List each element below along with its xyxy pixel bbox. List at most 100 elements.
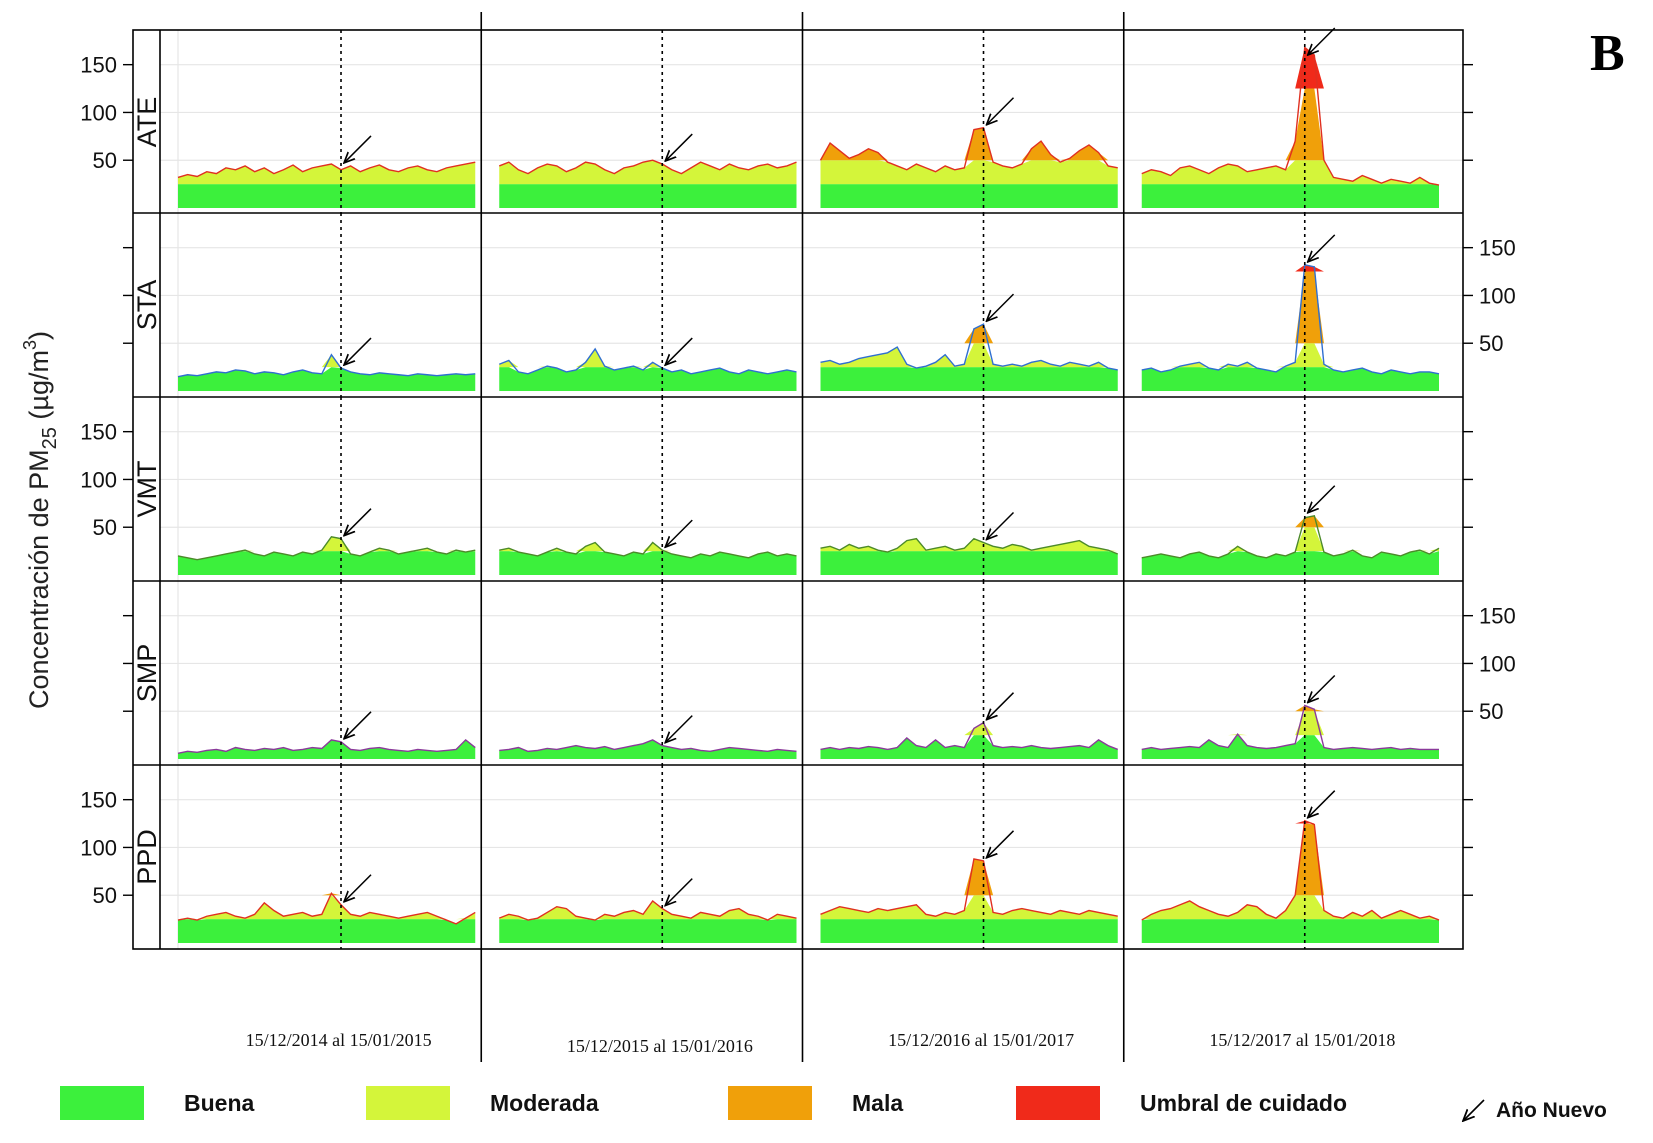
series-line-ate-0 [177,161,476,179]
y-tick-label: 50 [93,515,117,540]
area-umbral-sta-3 [1141,264,1439,272]
series-line-ate-1 [498,159,797,175]
area-mala-sta-3 [1141,271,1439,344]
series-line-sta-2 [820,323,1118,371]
period-label-2: 15/12/2016 al 15/01/2017 [888,1030,1074,1050]
new-year-legend: Año Nuevo [1458,1096,1607,1126]
y-tick-label: 150 [80,788,117,813]
area-buena-sta-0 [178,367,476,391]
panel-letter: B [1590,25,1625,82]
area-buena-ate-1 [499,184,797,208]
legend-item-mala: Mala [728,1085,903,1121]
y-tick-label: 100 [80,100,117,125]
new-year-arrow [1308,485,1336,513]
legend-label-buena: Buena [184,1089,255,1116]
series-line-ate-2 [819,126,1118,173]
area-moderada-smp-3 [1141,711,1439,736]
y-tick-label: 50 [1479,331,1503,356]
area-buena-sta-2 [820,367,1118,391]
series-line-vmt-1 [499,541,797,559]
series-line-sta-3 [1141,264,1440,375]
area-buena-ppd-1 [499,919,797,943]
new-year-arrow [665,715,693,743]
area-mala-ppd-3 [1141,823,1439,896]
y-tick-label: 150 [80,420,117,445]
area-buena-ate-0 [178,184,476,208]
y-tick-label: 50 [1479,699,1503,724]
area-moderada-ppd-1 [499,900,797,920]
series-line-ate-3 [1141,46,1440,186]
y-tick-label: 50 [93,883,117,908]
y-tick-label: 100 [1479,283,1516,308]
new-year-arrow [344,337,372,365]
period-label-0: 15/12/2014 al 15/01/2015 [246,1030,432,1050]
strip-label-vmt: VMT [132,461,162,518]
new-year-arrow [665,519,693,547]
area-moderada-sta-1 [499,348,797,368]
y-tick-label: 150 [1479,604,1516,629]
new-year-arrow [987,97,1015,125]
series-line-vmt-3 [1141,514,1440,559]
area-mala-ate-2 [820,127,1118,161]
series-line-ppd-2 [820,858,1118,917]
series-line-smp-0 [177,738,476,754]
new-year-arrow [1308,790,1336,818]
new-year-arrow [665,337,693,365]
y-tick-label: 150 [80,53,117,78]
area-mala-ppd-2 [820,858,1118,896]
y-tick-label: 150 [1479,236,1516,261]
area-mala-ate-3 [1141,88,1439,161]
strip-label-sta: STA [132,280,162,331]
area-buena-smp-2 [820,735,1118,759]
area-buena-vmt-1 [499,551,797,575]
area-mala-sta-2 [820,324,1118,344]
y-tick-label: 100 [80,467,117,492]
new-year-arrow [665,133,693,161]
pm25-lattice-chart: Concentración de PM25 (µg/m3) ATE STA VMT S… [20,12,1516,1062]
area-buena-ate-3 [1141,184,1439,208]
area-moderada-vmt-3 [1141,527,1439,552]
area-buena-smp-3 [1141,735,1439,759]
legend-item-buena: Buena [60,1085,254,1121]
new-year-arrow [987,692,1015,720]
series-line-sta-1 [498,347,797,375]
area-moderada-vmt-2 [820,538,1118,552]
area-mala-vmt-3 [1141,515,1439,528]
legend-swatch-mala [728,1086,812,1120]
area-buena-vmt-2 [820,551,1118,575]
area-buena-ate-2 [820,184,1118,208]
legend-swatch-umbral [1016,1086,1100,1120]
area-moderada-ppd-3 [1141,895,1439,920]
series-line-smp-2 [820,721,1119,751]
strip-label-ate: ATE [132,97,162,148]
legend-swatch-moderada [366,1086,450,1120]
legend-swatch-buena [60,1086,144,1120]
new-year-arrow [987,830,1015,858]
area-umbral-ate-3 [1141,47,1439,89]
new-year-arrow [1308,27,1336,55]
area-mala-smp-3 [1141,705,1439,712]
new-year-arrow [1308,674,1336,702]
new-year-arrow [987,293,1015,321]
legend: Buena Moderada Mala Umbral de cuidado [0,1085,1653,1135]
legend-label-moderada: Moderada [490,1089,599,1116]
period-label-3: 15/12/2017 al 15/01/2018 [1209,1030,1395,1050]
new-year-arrow [344,135,372,163]
series-line-ppd-0 [177,892,476,925]
y-tick-label: 100 [1479,651,1516,676]
new-year-arrow [1308,234,1336,262]
arrow-icon [1458,1099,1485,1126]
series-line-smp-3 [1141,704,1439,751]
area-moderada-ate-2 [820,160,1118,185]
new-year-arrow [344,874,372,902]
strip-label-smp: SMP [132,644,162,703]
area-umbral-ppd-3 [1141,820,1439,824]
area-buena-vmt-3 [1141,551,1439,575]
legend-item-umbral: Umbral de cuidado [1016,1085,1347,1121]
y-tick-label: 50 [93,148,117,173]
area-buena-ppd-3 [1141,919,1439,943]
area-buena-vmt-0 [178,551,476,575]
series-line-sta-0 [177,353,476,378]
strip-label-ppd: PPD [132,829,162,885]
area-moderada-vmt-1 [499,542,797,552]
